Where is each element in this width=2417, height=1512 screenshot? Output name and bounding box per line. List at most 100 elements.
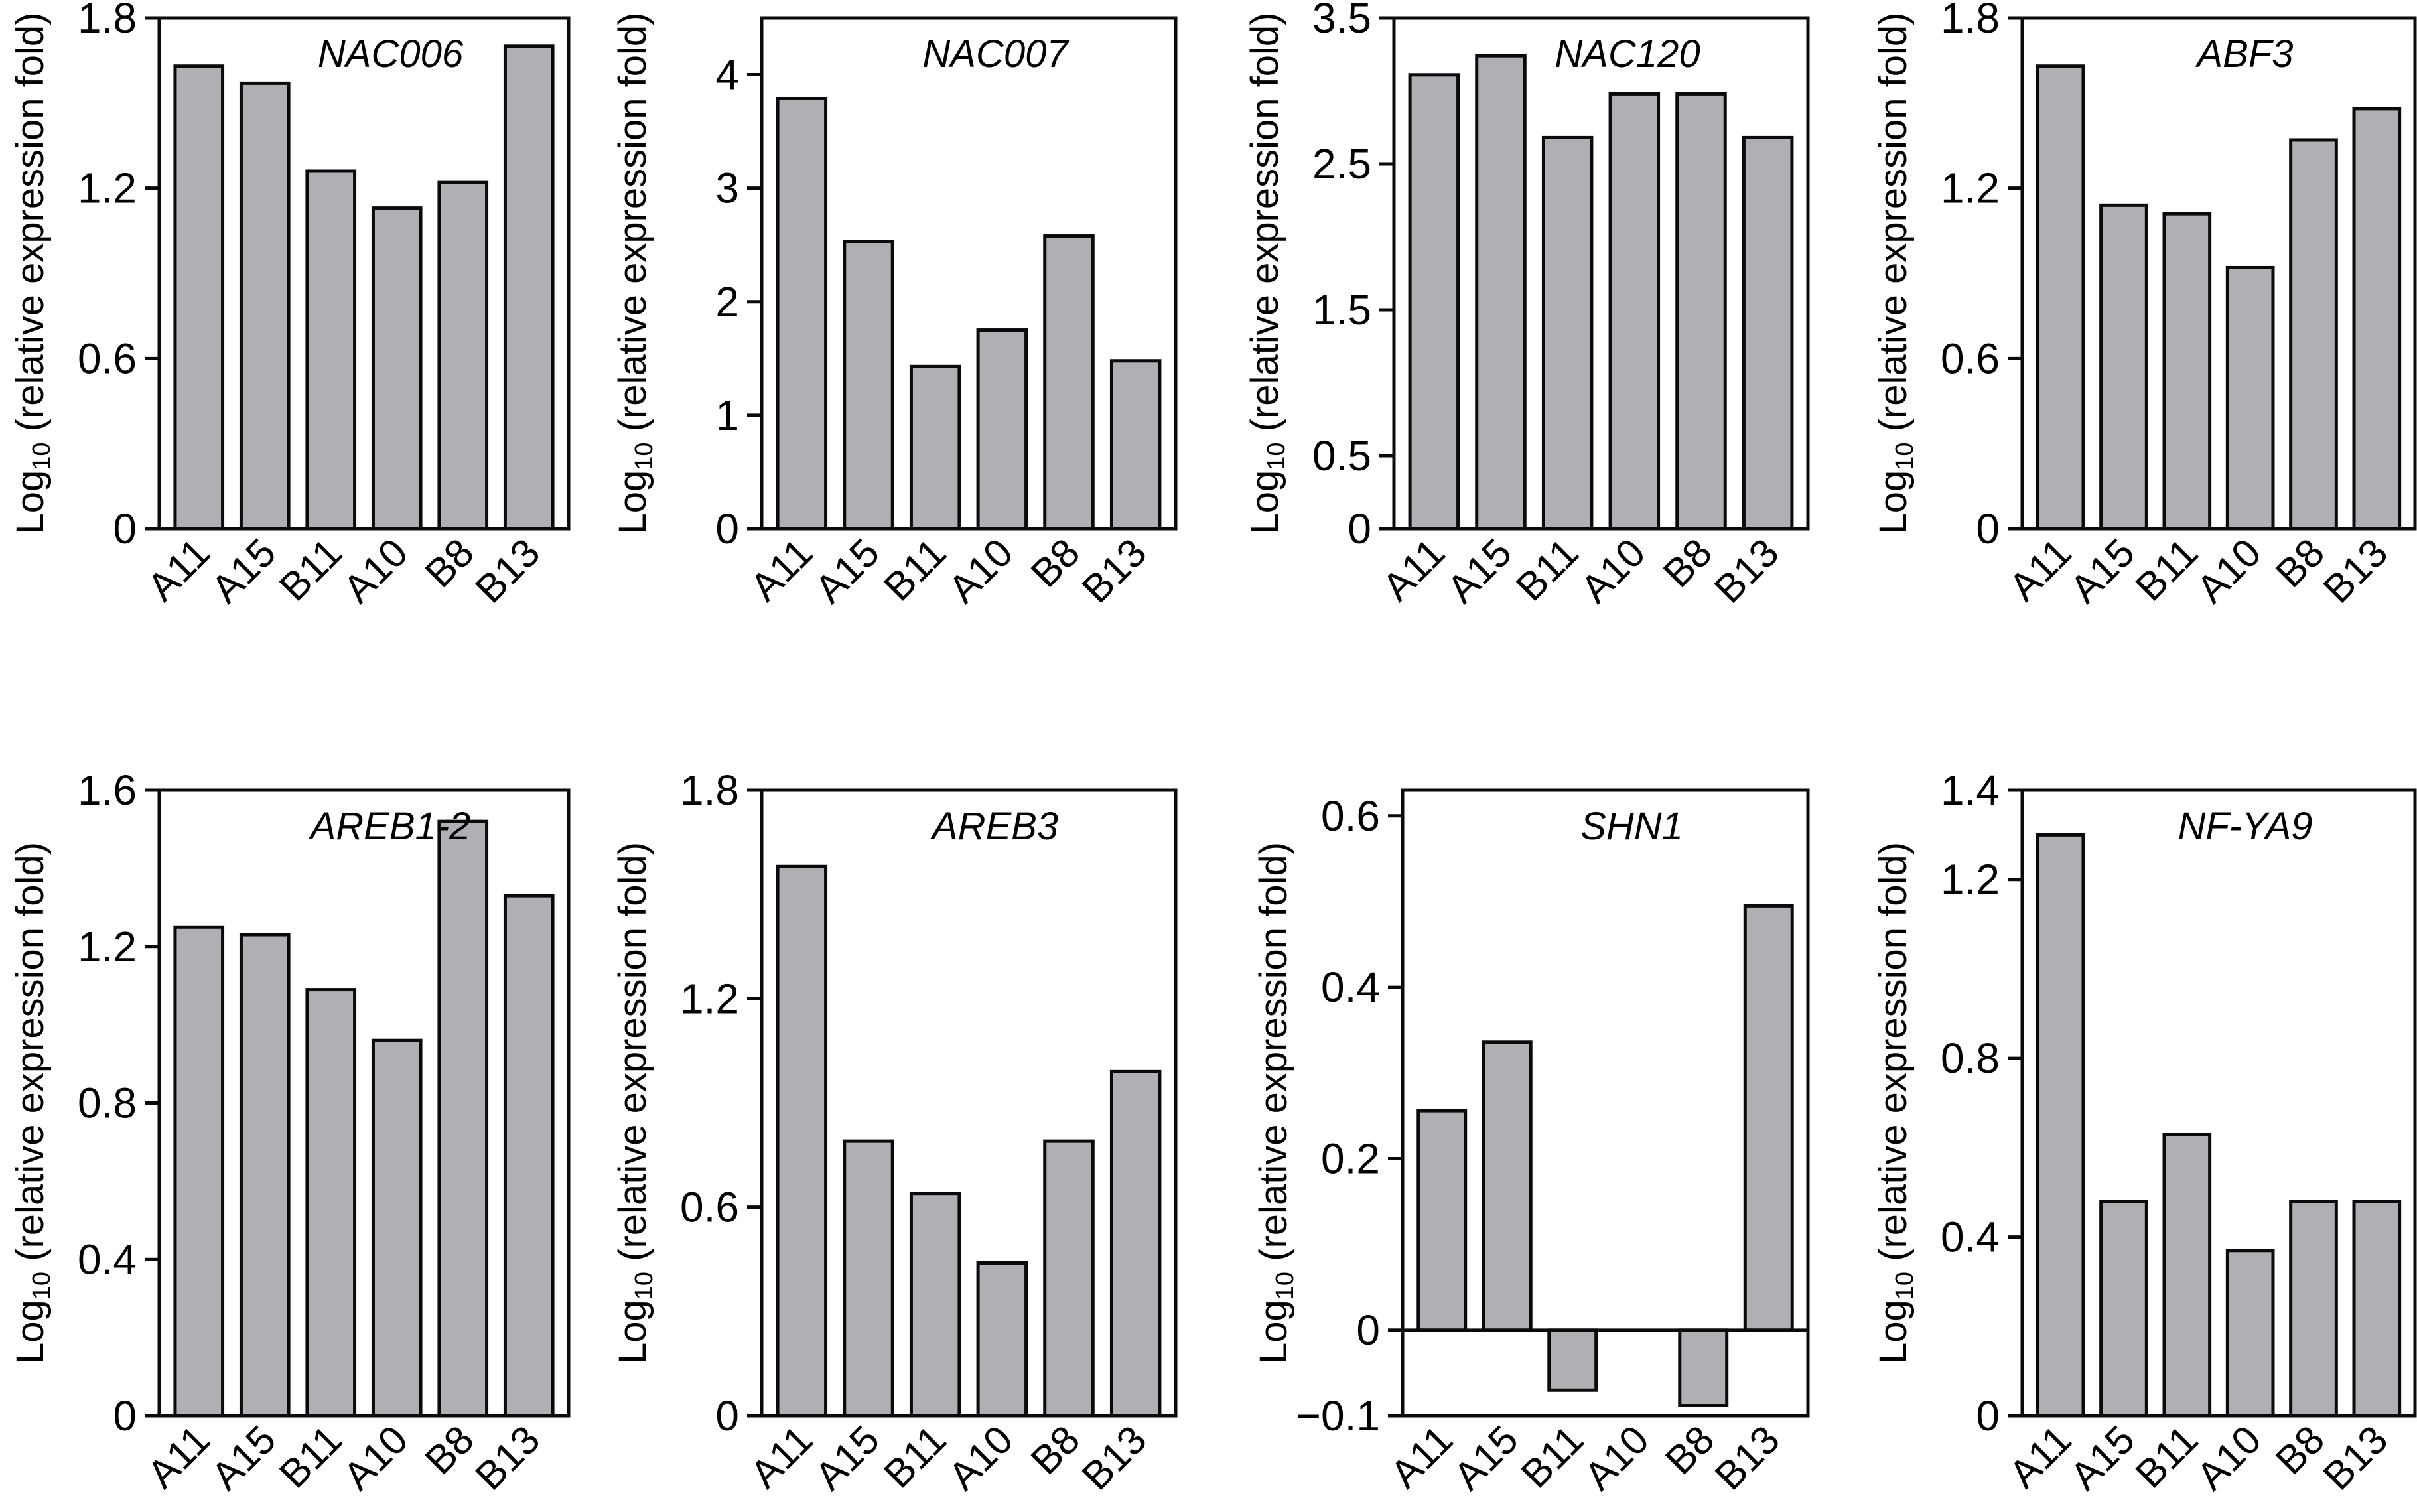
y-tick-label: 0 [1976,505,2000,553]
x-category-label: A11 [139,530,218,610]
y-tick-label: 1.5 [1312,286,1371,334]
bar-b11 [909,364,961,531]
plot-frame [1401,788,1810,1418]
y-tick-label: 0 [1356,1306,1380,1354]
y-axis-label-subscript: 10 [1271,1272,1299,1300]
y-tick-label: 0 [113,1392,137,1440]
y-tick-label: 1.8 [78,0,137,42]
y-axis-label: Log10 (relative expression fold) [9,12,56,534]
x-category-label: A10 [940,1417,1022,1499]
bar-a15 [1482,1040,1533,1332]
bar-b11 [2162,1133,2212,1418]
x-category-label: A10 [1576,1417,1657,1499]
y-tick-label: 1 [715,391,739,439]
gene-title: NAC120 [1554,33,1700,76]
x-category-label: B11 [2127,530,2207,610]
bar-a10 [976,328,1028,531]
plot-frame [1392,16,1810,531]
bar-b11 [909,1192,961,1418]
bar-a15 [239,933,291,1418]
x-category-label: B8 [1022,530,1088,596]
y-tick-label: 1.8 [1941,0,2000,42]
bar-b13 [1109,359,1162,531]
bar-b13 [2352,107,2402,531]
y-tick-label: 0.4 [1941,1213,2000,1261]
bar-a11 [2036,64,2085,531]
bar-a10 [371,1038,423,1418]
y-axis-label-log: Log [9,470,52,535]
x-category-label: A10 [1572,530,1654,612]
plot-frame [2020,16,2417,531]
y-tick-label: 0.6 [1321,792,1380,840]
y-tick-label: 2 [715,278,739,326]
x-category-label: A10 [940,530,1022,612]
plot-frame [760,16,1178,531]
y-axis-label-text: (relative expression fold) [9,12,52,442]
bar-b8 [437,819,489,1418]
y-tick-label: 1.8 [680,766,739,814]
bar-b13 [503,894,555,1418]
bar-b13 [2352,1200,2402,1418]
bar-a15 [239,81,291,531]
bar-b13 [503,44,555,531]
x-category-label: B13 [1073,1417,1155,1499]
bar-b13 [1743,904,1794,1332]
bar-b8 [437,180,489,531]
y-tick-label: 2.5 [1312,140,1371,188]
x-category-label: A15 [1438,530,1520,612]
y-axis-label-log: Log [611,470,654,535]
gene-title: NAC006 [318,33,464,76]
x-category-label: B8 [1022,1417,1088,1483]
y-tick-label: 0.8 [78,1079,137,1127]
y-tick-label: 1.2 [1941,165,2000,212]
plot-frame [2020,788,2417,1418]
y-axis-label-log: Log [1872,470,1915,535]
gene-title: NF-YA9 [2177,805,2312,848]
y-axis-label-text: (relative expression fold) [1872,842,1915,1272]
y-axis-label: Log10 (relative expression fold) [611,12,658,534]
x-category-label: B11 [1507,530,1587,610]
bar-a15 [843,1139,894,1418]
y-tick-label: 0 [715,505,739,553]
x-category-label: B8 [1655,530,1720,596]
x-category-label: B13 [1706,530,1787,612]
bar-b8 [1675,92,1727,531]
gene-title: NAC007 [922,33,1070,76]
y-axis-label-subscript: 10 [28,442,56,470]
y-axis-label: Log10 (relative expression fold) [9,842,56,1364]
x-category-label: A10 [2188,530,2270,612]
bar-a10 [2225,1249,2275,1418]
bar-a11 [173,925,225,1418]
x-category-label: A15 [806,1417,888,1499]
y-axis-label-log: Log [1243,470,1286,535]
y-tick-label: 0.6 [78,334,137,382]
bar-b11 [305,988,357,1418]
x-category-label: B13 [2315,530,2396,612]
bar-a11 [776,96,828,531]
y-axis-label-subscript: 10 [630,1272,658,1300]
y-axis-label-text: (relative expression fold) [1243,12,1286,442]
y-tick-label: 3.5 [1312,0,1371,42]
y-tick-label: 0 [715,1392,739,1440]
bar-b11 [305,169,357,531]
y-axis-label-log: Log [611,1300,654,1364]
bar-a15 [2099,1200,2148,1418]
x-category-label: B11 [2127,1417,2207,1497]
y-tick-label: 0.6 [680,1184,739,1231]
y-tick-label: 4 [715,51,739,99]
y-axis-label-text: (relative expression fold) [1872,12,1915,442]
x-category-label: A11 [2000,530,2080,610]
y-tick-label: 1.2 [78,923,137,971]
y-axis-label: Log10 (relative expression fold) [611,842,658,1364]
bar-b8 [2289,138,2338,531]
gene-title: ABF3 [2195,33,2293,76]
bar-a15 [843,240,894,531]
bar-b13 [1109,1069,1162,1418]
gene-title: SHN1 [1580,805,1683,848]
gene-title: AREB3 [930,805,1058,848]
y-axis-label-text: (relative expression fold) [611,12,654,442]
